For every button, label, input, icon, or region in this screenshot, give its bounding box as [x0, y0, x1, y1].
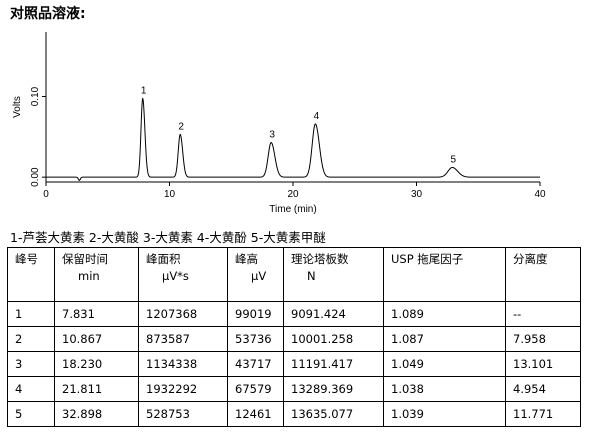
table-cell: 1.089 — [383, 301, 506, 327]
x-tick-label: 30 — [411, 189, 423, 200]
table-cell: 1.039 — [383, 401, 506, 427]
table-cell: 3 — [7, 351, 55, 377]
table-cell: 1 — [7, 301, 55, 327]
peak-label: 3 — [269, 129, 275, 140]
header-cell: 分离度 — [505, 247, 581, 302]
header-cell: 峰面积 μV*s — [138, 247, 228, 302]
header-cell: USP 拖尾因子 — [383, 247, 506, 302]
table-cell: 43717 — [227, 351, 284, 377]
table-cell: 53736 — [227, 326, 284, 352]
y-axis-label: Volts — [12, 96, 23, 118]
table-cell: 1207368 — [138, 301, 228, 327]
header-unit: min — [78, 269, 100, 283]
page-title: 对照品溶液: — [10, 6, 86, 22]
table-cell: 873587 — [138, 326, 228, 352]
x-tick-label: 10 — [164, 189, 176, 200]
x-tick-label: 40 — [534, 189, 546, 200]
table-cell: 13635.077 — [283, 401, 384, 427]
table-cell: 1932292 — [138, 376, 228, 402]
header-label: 峰高 — [235, 252, 258, 266]
table-cell: 32.898 — [54, 401, 139, 427]
table-row: 1 7.831 1207368 99019 9091.424 1.089 -- — [7, 301, 581, 327]
table-body: 1 7.831 1207368 99019 9091.424 1.089 -- 2 10.867… — [7, 301, 581, 427]
table-cell: 1.087 — [383, 326, 506, 352]
header-label: 理论塔板数 — [291, 252, 349, 266]
table-cell: 21.811 — [54, 376, 139, 402]
header-cell: 理论塔板数 N — [283, 247, 384, 302]
header-cell: 峰号 — [7, 247, 55, 302]
chromatogram-chart: 0 10 20 30 40 0.00 0.10 Volts Time (min) 1 2 3 4 5 — [12, 32, 546, 215]
peak-labels: 1 2 3 4 5 — [141, 86, 457, 166]
table-cell: 5 — [7, 401, 55, 427]
table-row: 5 32.898 528753 12461 13635.077 1.039 11.771 — [7, 401, 581, 427]
peak-legend: 1-芦荟大黄素 2-大黄酸 3-大黄素 4-大黄酚 5-大黄素甲醚 — [10, 230, 326, 245]
chart-axes: 0 10 20 30 40 0.00 0.10 Volts Time (min) — [12, 32, 546, 215]
table-cell: 528753 — [138, 401, 228, 427]
table-cell: 4 — [7, 376, 55, 402]
x-axis-label: Time (min) — [269, 204, 316, 215]
table-cell: 67579 — [227, 376, 284, 402]
table-cell: 13289.369 — [283, 376, 384, 402]
header-label: 峰面积 — [146, 252, 181, 266]
table-row: 2 10.867 873587 53736 10001.258 1.087 7.958 — [7, 326, 581, 352]
table-row: 4 21.811 1932292 67579 13289.369 1.038 4.954 — [7, 376, 581, 402]
table-cell: 1.038 — [383, 376, 506, 402]
table-cell: 11191.417 — [283, 351, 384, 377]
table-cell: -- — [505, 301, 581, 327]
peak-label: 4 — [314, 111, 320, 122]
peak-label: 2 — [178, 121, 184, 132]
header-unit: μV*s — [162, 269, 189, 283]
x-tick-label: 20 — [287, 189, 299, 200]
table-cell: 10.867 — [54, 326, 139, 352]
table-cell: 10001.258 — [283, 326, 384, 352]
header-label: 保留时间 — [62, 252, 108, 266]
table-row: 3 18.230 1134338 43717 11191.417 1.049 13.101 — [7, 351, 581, 377]
table-cell: 13.101 — [505, 351, 581, 377]
peak-label: 5 — [451, 154, 457, 165]
table-cell: 11.771 — [505, 401, 581, 427]
y-tick-label: 0.00 — [30, 167, 41, 187]
header-label: 峰号 — [15, 252, 38, 266]
header-label: USP 拖尾因子 — [391, 252, 464, 266]
table-header-row: 峰号 保留时间 min 峰面积 μV*s 峰高 μV 理论塔板数 N USP 拖尾因子 分离度 — [7, 247, 581, 302]
table-cell: 9091.424 — [283, 301, 384, 327]
header-cell: 峰高 μV — [227, 247, 284, 302]
header-label: 分离度 — [513, 252, 548, 266]
x-tick-label: 0 — [43, 189, 49, 200]
table-cell: 1134338 — [138, 351, 228, 377]
table-cell: 4.954 — [505, 376, 581, 402]
header-cell: 保留时间 min — [54, 247, 139, 302]
table-cell: 7.958 — [505, 326, 581, 352]
header-unit: N — [307, 269, 316, 283]
table-cell: 18.230 — [54, 351, 139, 377]
table-cell: 12461 — [227, 401, 284, 427]
chromatogram-trace — [46, 97, 540, 181]
y-tick-label: 0.10 — [30, 86, 41, 106]
table-cell: 7.831 — [54, 301, 139, 327]
table-cell: 1.049 — [383, 351, 506, 377]
peak-label: 1 — [141, 86, 147, 97]
table-cell: 99019 — [227, 301, 284, 327]
table-cell: 2 — [7, 326, 55, 352]
header-unit: μV — [251, 269, 267, 283]
